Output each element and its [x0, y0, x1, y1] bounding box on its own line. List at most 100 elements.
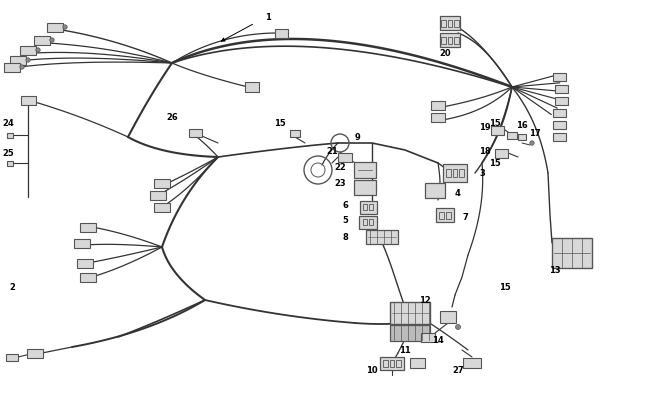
Bar — [74, 239, 90, 248]
Text: 8: 8 — [342, 233, 348, 242]
Text: 9: 9 — [355, 133, 361, 142]
Bar — [556, 86, 569, 94]
Bar — [276, 30, 289, 38]
Bar — [7, 133, 13, 138]
Bar — [454, 37, 459, 45]
Text: 12: 12 — [419, 296, 431, 305]
Bar — [380, 357, 404, 370]
Bar — [390, 325, 430, 341]
Text: 5: 5 — [342, 216, 348, 225]
Bar — [188, 130, 202, 138]
Bar — [443, 164, 467, 183]
Bar — [447, 170, 450, 177]
Bar — [441, 37, 446, 45]
Bar — [554, 134, 567, 141]
Text: 11: 11 — [399, 345, 411, 355]
Circle shape — [36, 49, 40, 53]
Bar — [425, 183, 445, 198]
Bar — [447, 212, 450, 219]
Bar — [354, 180, 376, 195]
Circle shape — [456, 325, 460, 330]
Bar — [491, 126, 504, 135]
Text: 7: 7 — [462, 213, 468, 222]
Bar — [77, 259, 93, 268]
Bar — [554, 122, 567, 130]
Bar — [390, 302, 430, 324]
Text: 18: 18 — [479, 146, 491, 155]
Bar — [363, 205, 367, 211]
Text: 20: 20 — [439, 49, 451, 58]
Bar — [495, 149, 508, 158]
Bar — [80, 223, 96, 232]
Bar — [354, 162, 376, 179]
Bar — [338, 153, 352, 162]
Bar — [518, 135, 526, 141]
Text: 17: 17 — [529, 129, 541, 138]
Bar — [20, 47, 36, 55]
Bar — [421, 333, 435, 342]
Text: 27: 27 — [452, 366, 464, 375]
Text: 13: 13 — [549, 266, 561, 275]
Bar — [440, 17, 460, 31]
Circle shape — [20, 66, 24, 70]
Bar — [448, 37, 452, 45]
Bar — [154, 179, 170, 188]
Bar — [556, 98, 569, 105]
Bar — [384, 360, 388, 367]
Bar — [448, 20, 452, 28]
Bar — [441, 20, 446, 28]
Bar — [453, 170, 457, 177]
Bar — [411, 358, 426, 368]
Bar — [454, 20, 459, 28]
Bar — [6, 354, 18, 360]
Bar — [369, 205, 373, 211]
Bar — [439, 212, 444, 219]
Bar — [27, 349, 43, 358]
Bar — [290, 130, 300, 137]
Bar — [47, 23, 63, 32]
Bar — [4, 63, 20, 72]
Bar — [10, 56, 26, 65]
Bar — [552, 239, 592, 269]
Text: 21: 21 — [326, 146, 338, 155]
Text: 3: 3 — [479, 169, 485, 178]
Bar — [554, 74, 567, 81]
Bar — [440, 311, 456, 323]
Bar — [359, 201, 376, 214]
Bar — [440, 34, 460, 48]
Text: 23: 23 — [334, 179, 346, 188]
Text: 15: 15 — [489, 119, 501, 128]
Bar — [463, 358, 481, 368]
Text: 24: 24 — [2, 119, 14, 128]
Text: 26: 26 — [166, 113, 178, 122]
Text: 6: 6 — [342, 201, 348, 210]
Circle shape — [26, 59, 30, 63]
Text: 1: 1 — [265, 13, 271, 22]
Bar — [245, 83, 259, 93]
Text: 15: 15 — [274, 119, 286, 128]
Bar — [34, 36, 50, 45]
Circle shape — [50, 39, 54, 43]
Text: 14: 14 — [432, 336, 444, 345]
Text: 2: 2 — [9, 283, 15, 292]
Circle shape — [63, 26, 67, 30]
Text: 10: 10 — [366, 366, 378, 375]
Circle shape — [530, 141, 534, 146]
Bar — [80, 273, 96, 282]
Text: 15: 15 — [489, 159, 501, 168]
Bar — [431, 113, 445, 122]
Text: 16: 16 — [516, 121, 528, 130]
Bar — [554, 110, 567, 117]
Bar — [396, 360, 400, 367]
Text: 19: 19 — [479, 123, 491, 132]
Bar — [369, 220, 373, 226]
Bar — [21, 96, 36, 105]
Text: 25: 25 — [2, 149, 14, 158]
Text: 22: 22 — [334, 163, 346, 172]
Bar — [431, 101, 445, 110]
Bar — [436, 209, 454, 222]
Bar — [150, 191, 166, 200]
Bar — [154, 203, 170, 212]
Bar — [390, 360, 395, 367]
Bar — [359, 216, 377, 229]
